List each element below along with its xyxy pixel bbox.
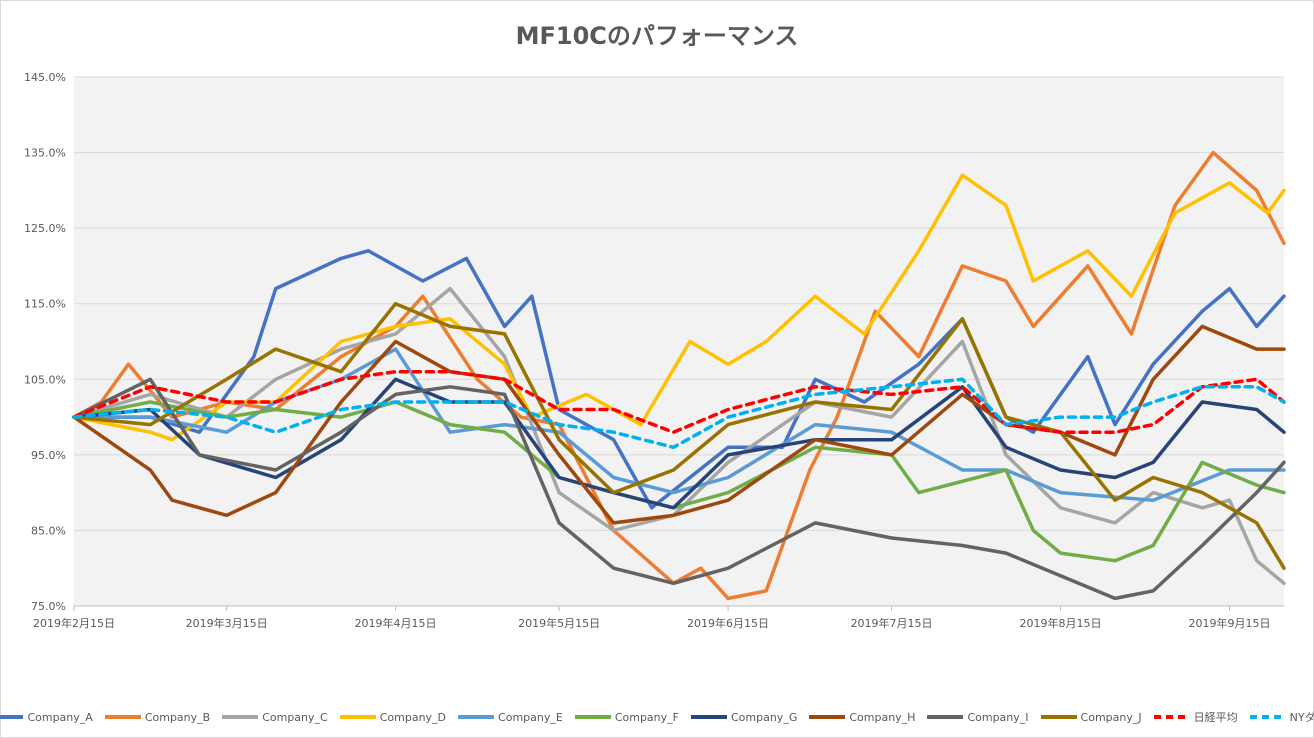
series-line [72,377,1286,510]
legend-item: Company_H [809,709,915,725]
legend-label: Company_C [262,710,328,724]
legend-item: Company_F [574,709,679,725]
legend-swatch [222,715,259,719]
legend-item: 日経平均 [1153,709,1238,725]
legend-item: Company_E [458,709,563,725]
legend-swatch [927,715,964,719]
series-line [72,377,1286,450]
legend-swatch [574,715,611,719]
series-line [72,369,1286,434]
legend-label: Company_A [27,710,93,724]
legend-label: Company_J [1080,710,1142,724]
series-line [72,400,1286,563]
legend-item: Company_C [222,709,328,725]
legend-swatch [809,715,846,719]
legend-label: NYダウ [1289,711,1314,724]
legend: Company_A Company_B Company_C Company_D Comp… [0,709,1314,725]
legend-swatch [690,715,727,719]
y-tick-label: 85.0% [31,524,66,537]
legend-label: Company_F [614,710,679,724]
y-tick-label: 125.0% [24,222,66,235]
legend-label: Company_G [730,710,798,724]
legend-swatch [1249,715,1286,719]
legend-label: Company_I [967,710,1029,724]
legend-label: Company_B [144,710,211,724]
y-tick-label: 105.0% [24,373,66,386]
series-line [72,286,1286,586]
x-tick-label: 2019年3月15日 [186,616,268,630]
legend-swatch [1040,715,1077,719]
legend-swatch [0,715,24,719]
legend-label: Company_H [849,710,916,724]
x-tick-label: 2019年9月15日 [1188,616,1270,630]
x-tick-label: 2019年2月15日 [33,616,115,630]
legend-swatch [1153,715,1190,719]
chart-title: MF10Cのパフォーマンス [515,22,799,50]
legend-item: Company_D [339,709,447,725]
x-tick-label: 2019年4月15日 [355,616,437,630]
legend-label: Company_E [498,710,563,724]
series-line [72,324,1286,525]
series-line [72,249,1286,510]
legend-item: Company_J [1040,709,1142,725]
legend-item: Company_G [690,709,798,725]
y-tick-label: 95.0% [31,449,66,462]
legend-swatch [458,715,495,719]
y-tick-label: 145.0% [24,71,66,84]
legend-label: 日経平均 [1193,711,1238,724]
plot-background [74,77,1284,606]
legend-swatch [339,715,376,719]
x-tick-label: 2019年5月15日 [518,616,600,630]
series-line [72,173,1286,442]
x-tick-label: 2019年7月15日 [851,616,933,630]
legend-item: Company_B [104,709,211,725]
legend-item: Company_A [0,709,93,725]
legend-label: Company_D [379,710,447,724]
y-tick-label: 135.0% [24,147,66,160]
x-tick-label: 2019年8月15日 [1020,616,1102,630]
legend-item: Company_I [927,709,1029,725]
series-line [72,377,1286,601]
y-tick-label: 115.0% [24,298,66,311]
legend-swatch [104,715,141,719]
y-tick-label: 75.0% [31,600,66,613]
legend-item: NYダウ [1249,709,1314,725]
series-line [72,301,1286,570]
x-tick-label: 2019年6月15日 [687,616,769,630]
